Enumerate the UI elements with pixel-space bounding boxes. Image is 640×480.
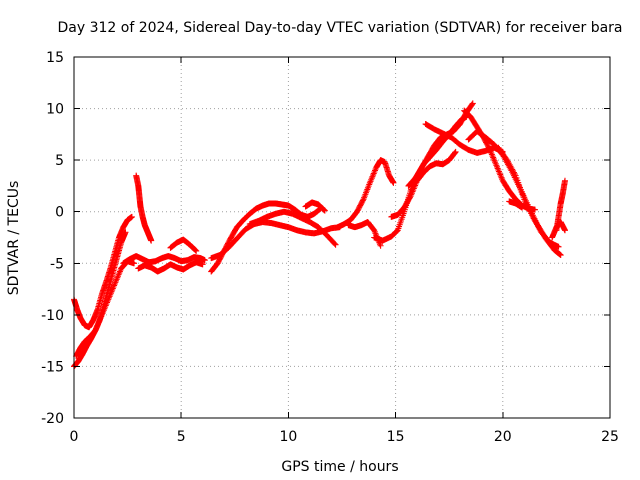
x-tick-label: 5 [177, 429, 186, 445]
data-point [393, 228, 400, 235]
data-point [561, 177, 568, 184]
y-tick-label: -5 [50, 256, 64, 272]
grid-lines [74, 57, 610, 418]
series-sat-track-20 [495, 144, 562, 250]
plot-frame [73, 56, 611, 419]
series-sat-track-4 [133, 172, 155, 244]
x-tick-label: 20 [494, 429, 512, 445]
x-tick-label: 0 [70, 429, 79, 445]
data-point [406, 194, 413, 201]
data-point [199, 261, 206, 268]
axis-ticks: 0 5 10 15 20 25 -20 -15 -10 -5 0 5 10 15 [41, 50, 619, 445]
x-tick-label: 10 [279, 429, 297, 445]
data-point [193, 247, 200, 254]
x-tick-label: 15 [387, 429, 405, 445]
y-tick-label: 5 [55, 153, 64, 169]
data-point [122, 229, 129, 236]
data-point [331, 240, 338, 247]
data-point [192, 247, 199, 254]
x-axis-label: GPS time / hours [281, 459, 398, 475]
data-point [148, 237, 155, 244]
series-sat-track-5 [120, 253, 208, 267]
series-sat-track-15 [388, 148, 459, 220]
y-tick-label: -20 [41, 411, 64, 427]
data-point [555, 243, 562, 250]
series-sat-track-23 [549, 219, 568, 241]
data-point [561, 227, 568, 234]
series-sat-track-1 [71, 213, 135, 331]
y-tick-label: -15 [41, 359, 64, 375]
data-point [332, 241, 339, 248]
data-points [71, 100, 568, 370]
data-point [469, 101, 476, 108]
series-sat-track-10 [246, 208, 339, 248]
data-point [128, 213, 135, 220]
y-tick-label: -10 [41, 308, 64, 324]
series-sat-track-6 [135, 259, 206, 275]
series-sat-track-13 [345, 219, 384, 249]
data-point [469, 100, 476, 107]
data-point [557, 252, 564, 259]
data-point [131, 260, 138, 267]
data-point [519, 204, 526, 211]
x-tick-label: 25 [601, 429, 619, 445]
data-point [377, 242, 384, 249]
series-sat-track-7 [167, 236, 200, 254]
data-point [320, 206, 327, 213]
data-point [390, 179, 397, 186]
data-point [191, 246, 198, 253]
data-point [201, 257, 208, 264]
series-sat-track-9 [208, 219, 343, 262]
data-point [321, 207, 328, 214]
y-tick-label: 0 [55, 205, 64, 221]
series-sat-track-3 [73, 258, 138, 360]
y-axis-label: SDTVAR / TECUs [6, 181, 22, 296]
y-tick-label: 15 [46, 50, 64, 66]
data-point [486, 145, 493, 152]
chart-title: Day 312 of 2024, Sidereal Day-to-day VTE… [57, 20, 622, 36]
data-point [359, 197, 366, 204]
series-sat-track-11 [302, 199, 328, 214]
data-point [451, 149, 458, 156]
y-tick-label: 10 [46, 102, 64, 118]
series-sat-track-12 [334, 157, 397, 231]
series-sat-track-21 [506, 198, 526, 211]
data-point [452, 148, 459, 155]
data-point [321, 207, 328, 214]
